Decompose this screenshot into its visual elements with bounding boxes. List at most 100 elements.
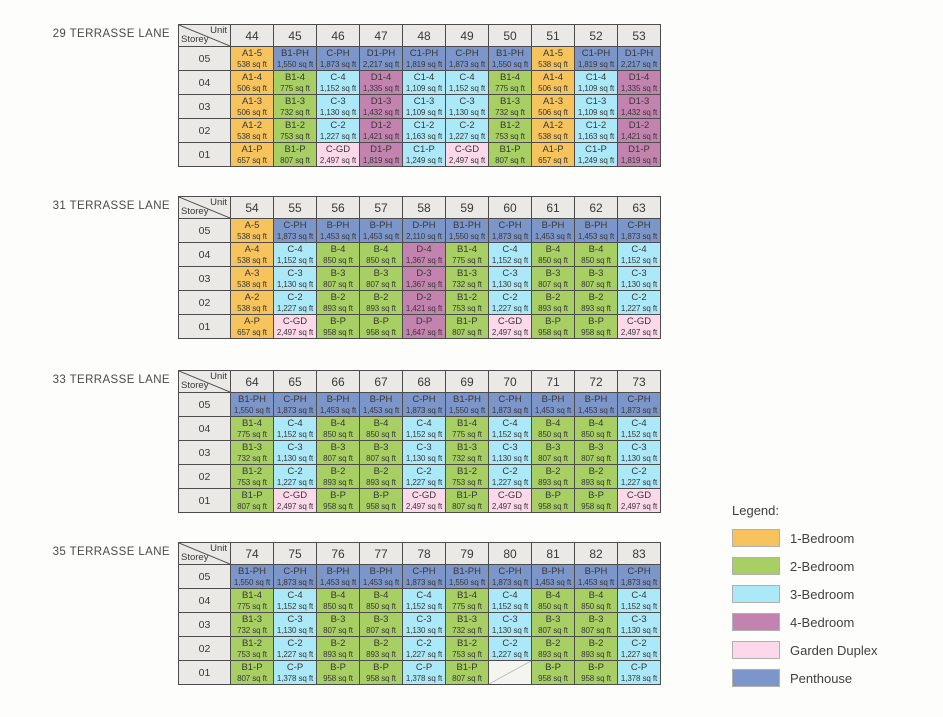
legend-item-ph: Penthouse — [732, 664, 877, 692]
unit-cell: D1-3 1,432 sq ft — [359, 94, 403, 119]
unit-cell: B1-2 753 sq ft — [273, 118, 317, 143]
unit-cell: C-PH 1,873 sq ft — [488, 392, 532, 417]
unit-cell: A1-2 538 sq ft — [230, 118, 274, 143]
unit-type: B1-4 — [456, 590, 478, 601]
unit-cell: B-P 958 sq ft — [531, 314, 575, 339]
unit-area: 850 sq ft — [538, 601, 568, 611]
unit-type: B-PH — [369, 220, 393, 231]
unit-area: 1,335 sq ft — [362, 83, 400, 93]
unit-area: 657 sq ft — [237, 327, 267, 337]
unit-cell: D1-4 1,335 sq ft — [359, 70, 403, 95]
unit-type: C-2 — [631, 292, 647, 303]
unit-area: 807 sq ft — [452, 327, 482, 337]
unit-cell: B-P 958 sq ft — [316, 314, 360, 339]
unit-cell: B-3 807 sq ft — [531, 266, 575, 291]
unit-type: B-3 — [545, 268, 561, 279]
unit-type: B-3 — [588, 268, 604, 279]
unit-area: 732 sq ft — [237, 625, 267, 635]
storey-row: 02 A1-2 538 sq ft B1-2 753 sq ft C-2 1,227 sq … — [178, 118, 661, 143]
unit-type: C-3 — [287, 268, 303, 279]
unit-area: 1,873 sq ft — [276, 231, 314, 241]
unit-area: 1,453 sq ft — [534, 577, 572, 587]
storey-row: 04 B1-4 775 sq ft C-4 1,152 sq ft B-4 850 sq f… — [178, 416, 661, 441]
unit-type: C-PH — [627, 566, 651, 577]
unit-number-header: 56 — [316, 196, 360, 219]
unit-type: C-P — [286, 662, 304, 673]
unit-area: 807 sq ft — [581, 453, 611, 463]
unit-area: 1,130 sq ft — [276, 625, 314, 635]
unit-cell: B-4 850 sq ft — [316, 416, 360, 441]
unit-area: 732 sq ft — [452, 625, 482, 635]
unit-number-header: 52 — [574, 24, 618, 47]
unit-type: B1-2 — [241, 638, 263, 649]
unit-type: C-2 — [459, 120, 475, 131]
storey-row: 02 B1-2 753 sq ft C-2 1,227 sq ft B-2 893 sq f… — [178, 464, 661, 489]
unit-type: B-PH — [326, 220, 350, 231]
unit-area: 1,152 sq ft — [491, 255, 529, 265]
unit-cell: B1-2 753 sq ft — [230, 464, 274, 489]
unit-area: 807 sq ft — [237, 501, 267, 511]
unit-type: B-3 — [588, 614, 604, 625]
corner-storey-label: Storey — [181, 552, 209, 563]
storey-label: 03 — [178, 94, 231, 119]
unit-cell: B-PH 1,453 sq ft — [531, 564, 575, 589]
unit-area: 850 sq ft — [366, 601, 396, 611]
legend: Legend: 1-Bedroom 2-Bedroom 3-Bedroom 4-Bed… — [732, 503, 877, 692]
unit-cell: C-4 1,152 sq ft — [445, 70, 489, 95]
unit-cell: B1-3 732 sq ft — [445, 440, 489, 465]
unit-type: C-3 — [631, 442, 647, 453]
unit-type: B-PH — [584, 566, 608, 577]
legend-label: 3-Bedroom — [790, 586, 855, 602]
header-row: Unit Storey 54 55 56 57 58 59 60 61 62 63 — [178, 196, 661, 219]
unit-type: B1-PH — [453, 220, 481, 231]
unit-type: B-P — [545, 662, 561, 673]
unit-area: 1,227 sq ft — [491, 303, 529, 313]
unit-type: A-3 — [244, 268, 260, 279]
unit-type: B-4 — [373, 244, 389, 255]
unit-cell: B-2 893 sq ft — [531, 636, 575, 661]
block-label: 31 TERRASSE LANE — [52, 200, 170, 212]
unit-area: 1,453 sq ft — [534, 405, 572, 415]
unit-number-header: 70 — [488, 370, 532, 393]
unit-cell: C-3 1,130 sq ft — [445, 94, 489, 119]
legend-item-1br: 1-Bedroom — [732, 524, 877, 552]
unit-type: A-5 — [244, 220, 260, 231]
unit-cell: B1-3 732 sq ft — [445, 266, 489, 291]
unit-type: D1-P — [628, 144, 650, 155]
storey-row: 03 B1-3 732 sq ft C-3 1,130 sq ft B-3 807 sq f… — [178, 440, 661, 465]
unit-cell: C-3 1,130 sq ft — [617, 266, 661, 291]
unit-area: 1,453 sq ft — [577, 405, 615, 415]
unit-area: 732 sq ft — [237, 453, 267, 463]
corner-unit-label: Unit — [210, 371, 227, 382]
storey-row: 05 A1-5 538 sq ft B1-PH 1,550 sq ft C-PH 1,873… — [178, 46, 661, 71]
unit-cell: B1-PH 1,550 sq ft — [445, 564, 489, 589]
unit-cell: B-PH 1,453 sq ft — [574, 564, 618, 589]
unit-type: B-2 — [330, 466, 346, 477]
storey-row: 01 A1-P 657 sq ft B1-P 807 sq ft C-GD 2,497 sq… — [178, 142, 661, 167]
corner-diagonal-line — [179, 197, 230, 218]
corner-diagonal-line — [179, 371, 230, 392]
unit-area: 775 sq ft — [237, 601, 267, 611]
unit-type: C-4 — [416, 590, 432, 601]
unit-type: B-PH — [541, 394, 565, 405]
unit-type: C-2 — [416, 638, 432, 649]
unit-type: B1-3 — [241, 442, 263, 453]
unit-cell: C-2 1,227 sq ft — [402, 636, 446, 661]
unit-cell: B-PH 1,453 sq ft — [531, 392, 575, 417]
unit-cell: C1-3 1,109 sq ft — [402, 94, 446, 119]
unit-area: 850 sq ft — [366, 255, 396, 265]
unit-type: B1-2 — [456, 466, 478, 477]
unit-cell: A-P 657 sq ft — [230, 314, 274, 339]
corner-unit-label: Unit — [210, 197, 227, 208]
unit-number-header: 49 — [445, 24, 489, 47]
unit-type: C1-2 — [585, 120, 607, 131]
unit-type: C-PH — [283, 394, 307, 405]
storey-row: 03 B1-3 732 sq ft C-3 1,130 sq ft B-3 807 sq f… — [178, 612, 661, 637]
unit-area: 958 sq ft — [366, 501, 396, 511]
unit-cell: C1-P 1,249 sq ft — [574, 142, 618, 167]
unit-area: 538 sq ft — [237, 255, 267, 265]
unit-area: 807 sq ft — [366, 279, 396, 289]
unit-area: 1,432 sq ft — [620, 107, 658, 117]
storey-row: 03 A-3 538 sq ft C-3 1,130 sq ft B-3 807 sq ft… — [178, 266, 661, 291]
unit-cell: B1-4 775 sq ft — [445, 242, 489, 267]
